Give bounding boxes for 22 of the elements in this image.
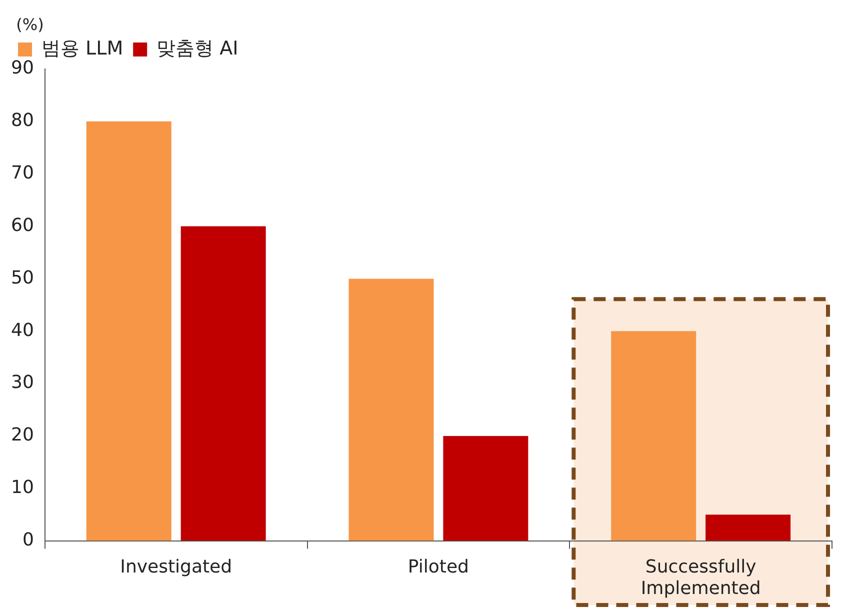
x-tick-label: Successfully Implemented xyxy=(640,556,761,599)
legend-label: 맞춤형 AI xyxy=(156,37,238,60)
bar xyxy=(348,278,434,541)
bar xyxy=(706,514,791,541)
y-tick-label: 20 xyxy=(11,424,34,446)
y-tick-label: 40 xyxy=(11,320,34,341)
y-tick-label: 30 xyxy=(11,372,34,394)
y-tick-label: 60 xyxy=(11,214,34,236)
x-tick-label: Piloted xyxy=(408,556,469,578)
bar xyxy=(180,226,266,541)
y-tick-label: 90 xyxy=(11,58,34,79)
y-tick-label: 80 xyxy=(11,110,34,132)
y-tick-label: 0 xyxy=(22,529,34,550)
x-tick-label: Investigated xyxy=(120,556,232,578)
bar xyxy=(443,436,528,541)
legend-label: 범용 LLM xyxy=(42,37,124,60)
y-tick-label: 10 xyxy=(11,477,34,498)
y-tick-label: 70 xyxy=(11,162,34,184)
y-axis-title: (%) xyxy=(16,15,44,34)
bar xyxy=(86,121,172,541)
y-tick-label: 50 xyxy=(11,267,34,288)
bar xyxy=(611,331,696,541)
